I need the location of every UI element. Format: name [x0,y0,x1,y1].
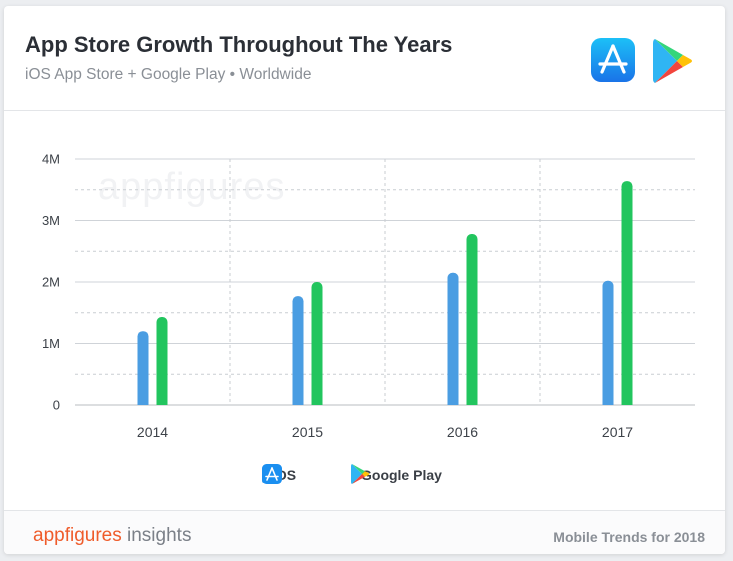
google-play-icon [351,464,370,484]
bar-base-google-play-2014 [156,399,168,405]
google-play-icon [653,39,692,83]
bar-ios-2015 [292,296,304,405]
bar-ios-2016 [447,272,459,405]
chart-plot-area: appfigures 0 1M 2M 3M 4M 2014 2015 2016 2017 iOS [4,111,725,511]
bar-base-ios-2016 [447,399,459,405]
bar-google-play-2015 [311,282,323,405]
brand-logo: appfigures insights [33,525,191,547]
y-tick-label: 4M [42,152,60,167]
store-icons [591,38,692,83]
bar-google-play-2014 [156,317,168,405]
chart-subtitle: iOS App Store + Google Play • Worldwide [25,66,312,83]
y-tick-label: 1M [42,336,60,351]
bar-google-play-2017 [621,181,633,405]
bar-base-google-play-2017 [621,399,633,405]
legend-item-google-play: Google Play [351,464,442,486]
legend-label-google-play: Google Play [361,467,442,483]
watermark: appfigures [98,166,286,208]
bar-base-ios-2015 [292,399,304,405]
chart-card: App Store Growth Throughout The Years iO… [4,6,725,554]
bar-chart: 0 1M 2M 3M 4M 2014 2015 2016 2017 [42,152,695,440]
chart-legend: iOS Google Play [4,456,725,486]
chart-footer: appfigures insights Mobile Trends for 20… [4,510,725,554]
y-tick-label: 0 [53,398,60,413]
x-tick-label: 2014 [137,424,168,440]
bar-base-ios-2017 [602,399,614,405]
bar-base-google-play-2015 [311,399,323,405]
x-tick-label: 2017 [602,424,633,440]
chart-header: App Store Growth Throughout The Years iO… [4,6,725,111]
y-tick-label: 3M [42,213,60,228]
legend-item-ios: iOS [262,464,296,486]
footer-note: Mobile Trends for 2018 [553,529,705,545]
app-store-icon [262,464,282,484]
x-tick-label: 2015 [292,424,323,440]
bar-ios-2017 [602,280,614,405]
bar-base-google-play-2016 [466,399,478,405]
bar-google-play-2016 [466,234,478,405]
brand-primary: appfigures [33,525,122,546]
bar-base-ios-2014 [137,399,149,405]
bar-ios-2014 [137,331,149,405]
chart-title: App Store Growth Throughout The Years [25,32,453,57]
x-tick-label: 2016 [447,424,478,440]
brand-secondary: insights [127,525,192,546]
y-tick-label: 2M [42,275,60,290]
app-store-icon [591,38,635,82]
